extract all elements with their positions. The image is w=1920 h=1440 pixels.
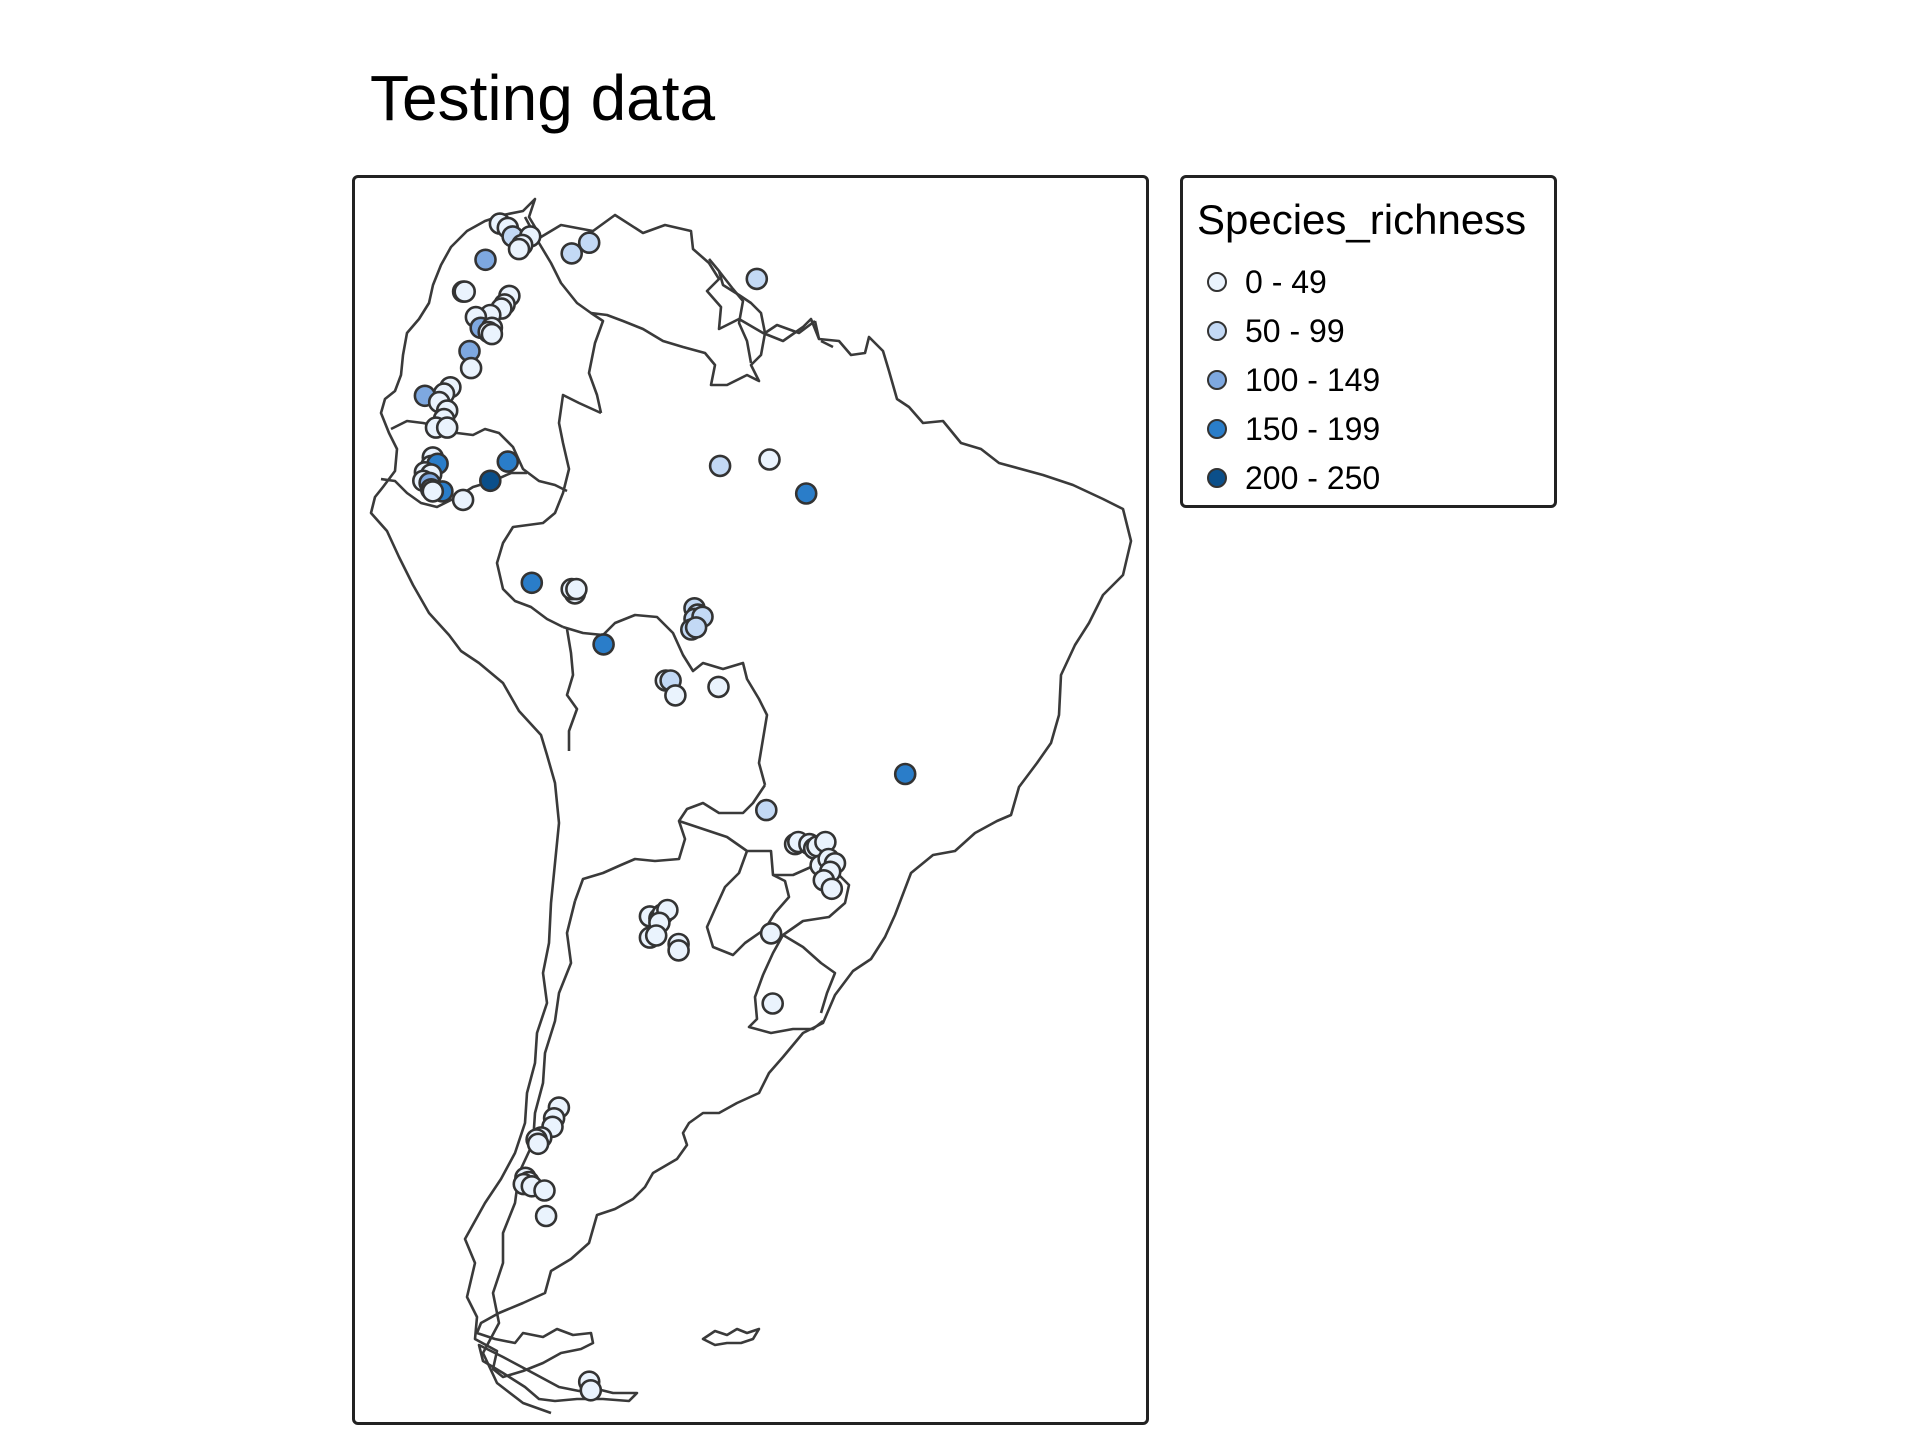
site-point [820,877,844,901]
site-point [579,1379,603,1402]
site-point [577,231,601,254]
sampling-sites [412,212,917,1402]
site-point [565,577,588,601]
site-point [707,675,730,699]
legend-item-3: 150 - 199 [1207,409,1380,449]
legend-swatch [1207,321,1227,341]
legend-label: 50 - 99 [1245,312,1345,349]
site-point [644,924,668,947]
site-point [507,237,531,261]
continent-outline [369,197,1133,1379]
site-point [745,267,769,291]
border-uruguay [782,933,837,1014]
map-frame [352,175,1149,1425]
falkland-islands [701,1327,761,1347]
border-colombia-ecuador-peru [390,419,568,493]
legend-swatch [1207,272,1227,292]
legend-item-4: 200 - 250 [1207,458,1380,498]
border-bolivia-brazil-paraguay [573,784,767,902]
legend-label: 0 - 49 [1245,263,1327,300]
site-point [560,242,583,265]
country-outlines [369,197,1133,1415]
legend-label: 150 - 199 [1245,410,1381,447]
border-paraguay [678,819,791,957]
border-peru-brazil [562,613,769,786]
legend-item-0: 0 - 49 [1207,262,1327,302]
site-point [664,684,687,707]
site-point [453,280,476,303]
site-point [534,1204,558,1228]
site-point [459,356,483,380]
site-point [435,416,459,439]
border-guyana [717,270,753,364]
legend-title: Species_richness [1197,196,1527,243]
legend-swatch [1207,468,1227,488]
border-chile-argentina [481,900,577,1415]
south-america-map [369,197,1133,1415]
legend: Species_richness 0 - 49 50 - 99 100 - 14… [1180,175,1557,508]
site-point [667,939,690,962]
site-point [684,616,708,639]
site-point [761,992,785,1015]
legend-swatch [1207,370,1227,390]
site-point [794,482,818,505]
site-point [708,454,732,478]
legend-label: 100 - 149 [1245,361,1381,398]
map-title: Testing data [370,62,716,134]
site-point [759,922,783,945]
border-peru-bolivia [565,628,579,751]
site-point [480,322,504,346]
site-point [526,1132,550,1156]
site-point [592,633,615,656]
site-point [451,488,475,512]
site-point [474,248,497,272]
site-point [533,1179,556,1202]
tierra-del-fuego [477,1343,639,1403]
site-point [893,762,917,786]
site-point [421,480,445,503]
border-suriname-guiana [764,319,834,349]
border-venezuela-brazil [590,258,767,387]
site-point [520,571,544,595]
legend-swatch [1207,419,1227,439]
border-ecuador-peru [380,471,527,509]
site-point [758,448,781,471]
legend-item-2: 100 - 149 [1207,360,1380,400]
legend-label: 200 - 250 [1245,459,1381,496]
site-point [496,450,520,473]
border-colombia-brazil-peru [495,393,602,629]
site-point [754,798,778,822]
legend-item-1: 50 - 99 [1207,311,1345,351]
site-point [479,469,502,493]
